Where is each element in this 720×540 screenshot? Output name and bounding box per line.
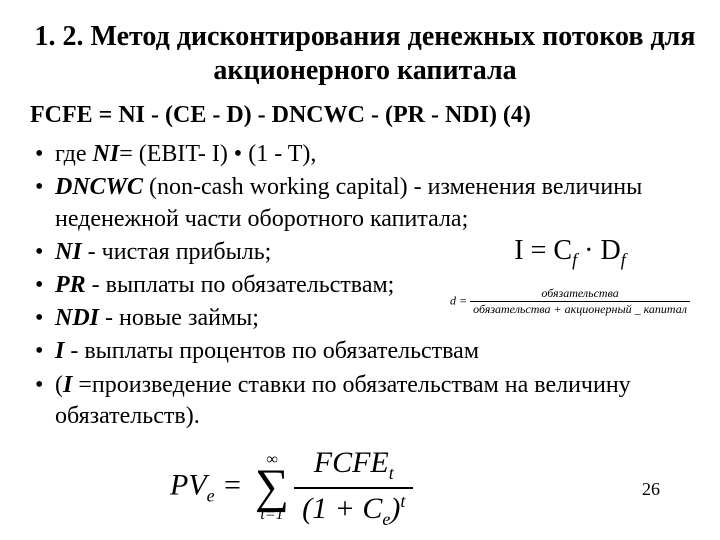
- equation-pv: PVe = ∞∑t=1FCFEt(1 + Ce)t: [170, 445, 413, 530]
- main-formula: FCFE = NI - (CE - D) - DNCWC - (PR - NDI…: [30, 102, 700, 129]
- slide-title: 1. 2. Метод дисконтирования денежных пот…: [30, 20, 700, 87]
- side-equations: I = Cf · Df d = обязательстваобязательст…: [440, 235, 700, 317]
- list-item: DNCWC (non-cash working capital) - измен…: [30, 172, 700, 234]
- page-number: 26: [642, 479, 660, 500]
- equation-i: I = Cf · Df: [440, 235, 700, 271]
- list-item: где NI= (EBIT- I) • (1 - T),: [30, 139, 700, 170]
- list-item: I - выплаты процентов по обязательствам: [30, 336, 700, 367]
- equation-d: d = обязательстваобязательства + акционе…: [440, 286, 700, 317]
- list-item: (I =произведение ставки по обязательства…: [30, 370, 700, 432]
